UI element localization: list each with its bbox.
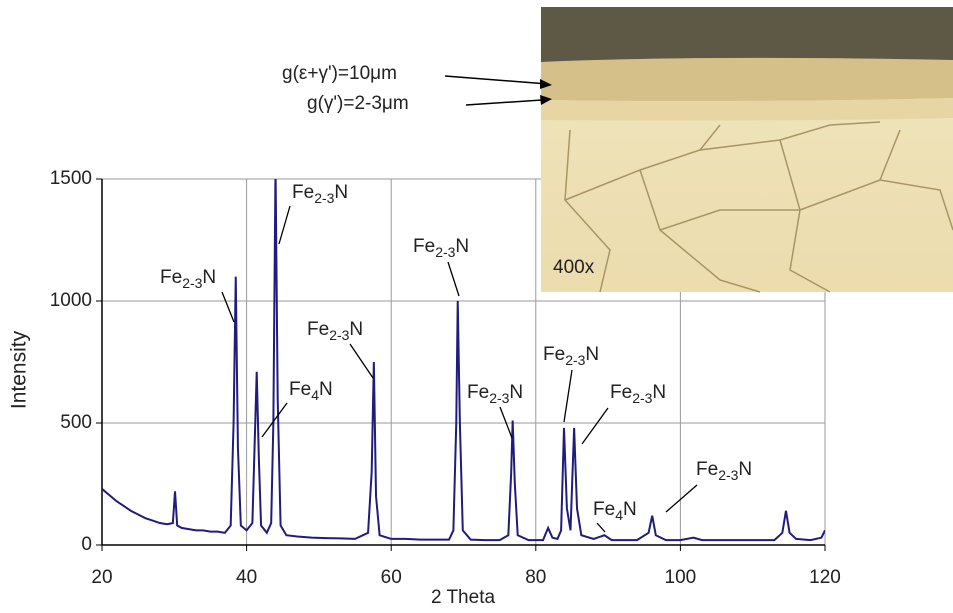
peak-pointer [221, 291, 235, 323]
peak-label: Fe4N [289, 379, 333, 403]
data-line [102, 179, 825, 542]
peak-pointer [278, 205, 291, 245]
peak-pointer [349, 343, 374, 379]
peak-label: Fe2-3N [292, 182, 348, 206]
plot-area: 0 500 1000 1500 20 40 60 80 100 120 [50, 168, 841, 588]
peak-label-part: N [455, 236, 469, 257]
peak-label: Fe2-3N [543, 344, 599, 368]
peak-label-subscript: 2-3 [632, 390, 652, 406]
peak-label: Fe4N [593, 499, 637, 523]
layer-label: g(ε+γ')=10μm [282, 63, 397, 84]
micrograph-top [541, 7, 953, 62]
peak-pointer [447, 261, 460, 297]
y-axis-title: Intensity [8, 330, 31, 409]
y-tick-label: 1000 [50, 290, 92, 311]
peak-label: Fe2-3N [413, 236, 469, 260]
peak-label-subscript: 4 [311, 387, 319, 403]
layer-label: g(γ')=2-3μm [307, 93, 409, 114]
peak-label-subscript: 2-3 [565, 352, 585, 368]
peak-label-part: Fe [696, 459, 718, 480]
peak-label-subscript: 2-3 [718, 467, 738, 483]
peak-label-part: N [334, 182, 348, 203]
peak-label: Fe2-3N [160, 267, 216, 291]
peak-label: Fe2-3N [696, 459, 752, 483]
peak-label-part: N [738, 459, 752, 480]
peak-label-part: Fe [543, 344, 565, 365]
peak-label: Fe2-3N [610, 382, 666, 406]
diffusion-layer [541, 98, 953, 121]
magnification: 400x [553, 257, 595, 278]
label-arrow [444, 75, 549, 85]
x-axis-title: 2 Theta [431, 587, 496, 608]
peak-label-subscript: 2-3 [329, 327, 349, 343]
compound-layer [541, 57, 953, 102]
peak-label-part: N [202, 267, 216, 288]
peak-pointer [563, 369, 573, 423]
peak-label-part: Fe [593, 499, 615, 520]
peak-label-part: Fe [413, 236, 435, 257]
peak-label-part: N [349, 319, 363, 340]
peak-label-part: Fe [160, 267, 182, 288]
inset-labels: g(ε+γ')=10μm g(γ')=2-3μm [282, 63, 552, 114]
peak-label-part: N [652, 382, 666, 403]
x-tick-label: 40 [236, 567, 257, 588]
peak-label: Fe2-3N [307, 319, 363, 343]
peak-label-subscript: 2-3 [314, 190, 334, 206]
peak-label-subscript: 2-3 [182, 275, 202, 291]
peak-label-part: N [623, 499, 637, 520]
peak-label-subscript: 2-3 [435, 244, 455, 260]
peak-label-part: Fe [307, 319, 329, 340]
x-tick-label: 100 [665, 567, 697, 588]
x-tick-label: 80 [525, 567, 546, 588]
grain-boundaries [564, 121, 953, 293]
peak-label-part: Fe [467, 382, 489, 403]
y-tick-label: 0 [81, 534, 92, 555]
arrow-head [540, 95, 552, 105]
peak-pointer [499, 406, 513, 439]
peak-label-subscript: 2-3 [489, 390, 509, 406]
x-tick-label: 60 [381, 567, 402, 588]
label-arrow [465, 99, 543, 106]
peak-label-part: N [319, 379, 333, 400]
peak-pointer [665, 484, 698, 513]
peak-label-part: Fe [292, 182, 314, 203]
peak-label: Fe2-3N [467, 382, 523, 406]
y-tick-label: 500 [60, 412, 92, 433]
y-tick-label: 1500 [50, 168, 92, 189]
peak-label-part: Fe [610, 382, 632, 403]
peak-pointer [581, 407, 609, 445]
peak-pointer [596, 522, 606, 533]
peak-label-subscript: 4 [615, 507, 623, 523]
peak-pointer [261, 402, 288, 438]
x-tick-label: 120 [809, 567, 841, 588]
arrow-head [540, 79, 552, 89]
peak-label-part: N [585, 344, 599, 365]
x-tick-label: 20 [91, 567, 112, 588]
micrograph-inset: 400x [541, 7, 953, 293]
peak-label-part: N [509, 382, 523, 403]
peak-label-part: Fe [289, 379, 311, 400]
